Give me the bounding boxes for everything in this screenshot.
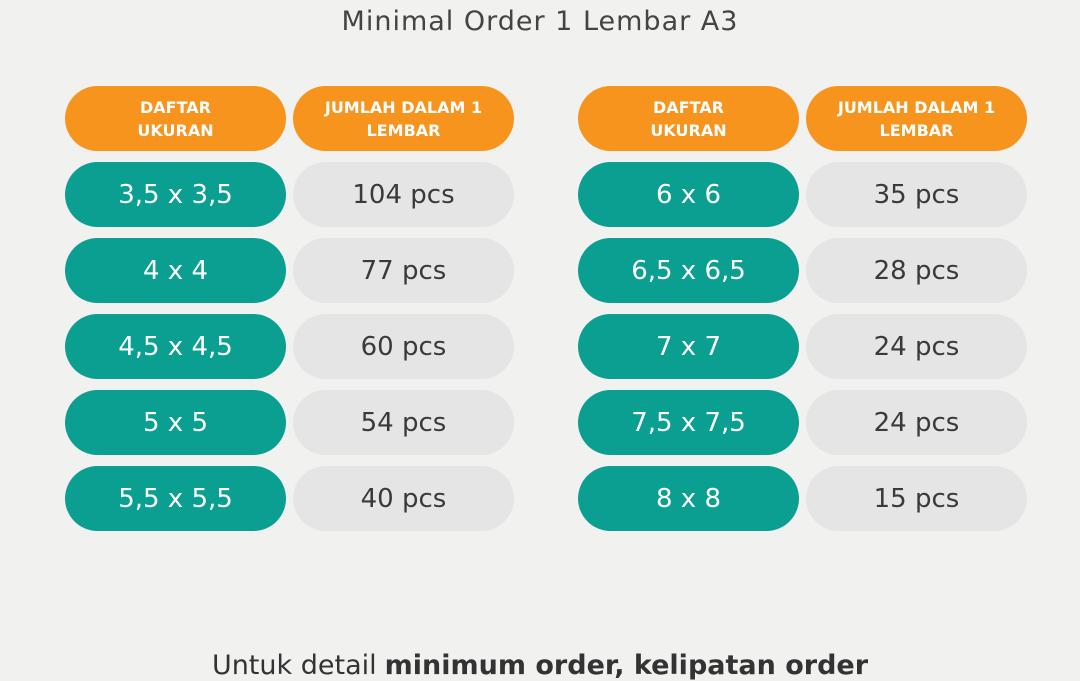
qty-cell: 54 pcs	[293, 390, 514, 455]
header-cell: JUMLAH DALAM 1 LEMBAR	[806, 86, 1027, 151]
size-cell: 5,5 x 5,5	[65, 466, 286, 531]
footer-text: Untuk detail	[211, 650, 377, 681]
header-cell-text: JUMLAH DALAM 1 LEMBAR	[837, 97, 996, 140]
header-cell-text: DAFTAR UKURAN	[650, 97, 727, 140]
header-cell-text: DAFTAR UKURAN	[137, 97, 214, 140]
size-cell: 6,5 x 6,5	[578, 238, 799, 303]
qty-cell: 77 pcs	[293, 238, 514, 303]
qty-cell: 28 pcs	[806, 238, 1027, 303]
qty-cell: 104 pcs	[293, 162, 514, 227]
size-cell: 4,5 x 4,5	[65, 314, 286, 379]
header-cell: DAFTAR UKURAN	[578, 86, 799, 151]
qty-cell: 24 pcs	[806, 314, 1027, 379]
size-cell: 3,5 x 3,5	[65, 162, 286, 227]
qty-cell: 40 pcs	[293, 466, 514, 531]
header-cell: DAFTAR UKURAN	[65, 86, 286, 151]
size-cell: 5 x 5	[65, 390, 286, 455]
size-cell: 6 x 6	[578, 162, 799, 227]
qty-cell: 15 pcs	[806, 466, 1027, 531]
subtitle: Minimal Order 1 Lembar A3	[341, 6, 739, 37]
footer: Untuk detail minimum order, kelipatan ord…	[0, 650, 1080, 681]
header-cell: JUMLAH DALAM 1 LEMBAR	[293, 86, 514, 151]
header-cell-text: JUMLAH DALAM 1 LEMBAR	[324, 97, 483, 140]
qty-cell: 24 pcs	[806, 390, 1027, 455]
footer-bold: minimum order, kelipatan order	[384, 650, 869, 681]
qty-cell: 35 pcs	[806, 162, 1027, 227]
size-cell: 4 x 4	[65, 238, 286, 303]
size-cell: 7,5 x 7,5	[578, 390, 799, 455]
qty-cell: 60 pcs	[293, 314, 514, 379]
size-cell: 7 x 7	[578, 314, 799, 379]
size-cell: 8 x 8	[578, 466, 799, 531]
